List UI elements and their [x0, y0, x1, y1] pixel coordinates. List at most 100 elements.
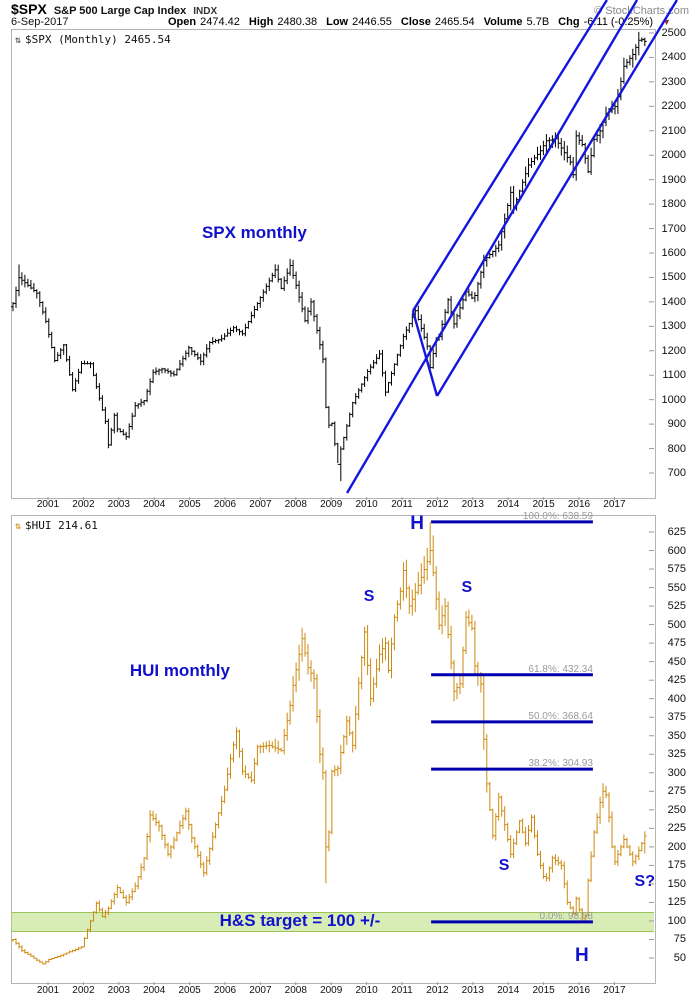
updown-arrows-icon: ⇅	[15, 521, 22, 532]
y-axis-label: 2300	[661, 75, 686, 88]
x-axis-year-label: 2006	[213, 499, 237, 510]
y-axis-label: 800	[667, 442, 686, 455]
x-axis-year-label: 2012	[426, 985, 449, 996]
x-axis-year-label: 2004	[143, 985, 166, 996]
chart-annotation: S	[498, 857, 510, 875]
fib-level-label: 100.0%: 638.59	[522, 510, 593, 522]
chart-annotation: H	[410, 512, 424, 534]
y-axis-label: 900	[667, 418, 686, 431]
x-axis-year-label: 2008	[284, 985, 307, 996]
quote-low-value: 2446.55	[352, 16, 392, 28]
index-name: S&P 500 Large Cap Index	[53, 5, 187, 17]
y-axis-label: 2500	[661, 27, 686, 39]
x-axis-year-label: 2010	[355, 499, 378, 510]
x-axis-year-label: 2017	[603, 499, 626, 510]
hui-legend: ⇅ $HUI 214.61	[15, 519, 98, 532]
quote-chg-value: -6.11 (-0.25%)	[583, 16, 654, 28]
y-axis-label: 2100	[661, 124, 686, 137]
chart-annotation: SPX monthly	[201, 222, 307, 242]
y-axis-label: 2400	[661, 51, 686, 64]
hui-legend-label: $HUI 214.61	[25, 519, 98, 532]
y-axis-label: 1100	[662, 369, 686, 382]
quote-strip: Open 2474.42 High 2480.38 Low 2446.55 Close 246…	[168, 16, 671, 28]
x-axis-year-label: 2015	[532, 499, 555, 510]
x-axis-year-label: 2001	[36, 499, 60, 510]
quote-chg-label: Chg	[558, 16, 580, 28]
x-axis-year-label: 2008	[284, 499, 307, 510]
x-axis-year-label: 2016	[567, 499, 591, 510]
spx-legend-label: $SPX (Monthly) 2465.54	[25, 33, 171, 46]
quote-high-label: High	[248, 16, 274, 28]
x-axis-year-label: 2005	[178, 985, 201, 996]
y-axis-label: 1600	[661, 246, 686, 259]
y-axis-label: 200	[667, 840, 686, 853]
x-axis-year-label: 2013	[461, 985, 484, 996]
quote-close-label: Close	[400, 16, 431, 28]
fib-level-label: 0.0%: 98.68	[539, 910, 593, 922]
chart-annotation: S	[363, 588, 375, 606]
y-axis-label: 75	[673, 933, 686, 946]
fib-level-label: 38.2%: 304.93	[528, 758, 593, 770]
x-axis-year-label: 2011	[391, 985, 413, 996]
x-axis-year-label: 2001	[36, 985, 60, 996]
fib-level-label: 61.8%: 432.34	[528, 663, 593, 675]
y-axis-label: 1000	[661, 393, 686, 406]
y-axis-label: 1400	[661, 295, 686, 308]
title-row: $SPX S&P 500 Large Cap Index INDX © Stoc…	[11, 1, 689, 17]
y-axis-label: 50	[673, 952, 686, 964]
x-axis-year-label: 2003	[107, 499, 130, 510]
y-axis-label: 525	[667, 600, 686, 613]
y-axis-label: 2000	[661, 149, 686, 162]
y-axis-label: 225	[667, 822, 686, 835]
y-axis-label: 700	[667, 466, 686, 479]
chg-direction-arrow[interactable]: ▼	[662, 17, 671, 27]
y-axis-label: 250	[667, 803, 686, 816]
y-axis-label: 1500	[661, 271, 686, 284]
y-axis-label: 575	[667, 563, 686, 576]
updown-arrows-icon: ⇅	[15, 35, 22, 46]
x-axis-year-label: 2013	[461, 499, 484, 510]
x-axis-year-label: 2006	[213, 985, 237, 996]
chart-annotation: H	[575, 944, 589, 966]
x-axis-year-label: 2007	[249, 985, 272, 996]
quote-open-label: Open	[168, 16, 197, 28]
y-axis-label: 450	[667, 655, 686, 668]
x-axis-year-label: 2017	[603, 985, 626, 996]
x-axis-year-label: 2016	[567, 985, 591, 996]
y-axis-label: 350	[667, 729, 686, 742]
y-axis-label: 150	[667, 877, 686, 890]
y-axis-label: 2200	[661, 100, 686, 113]
quote-open-value: 2474.42	[200, 16, 240, 28]
x-axis-year-label: 2010	[355, 985, 378, 996]
y-axis-label: 125	[667, 896, 686, 909]
y-axis-label: 325	[667, 748, 686, 761]
quote-close-value: 2465.54	[434, 16, 475, 28]
chart-annotation: S	[461, 579, 473, 597]
y-axis-label: 600	[667, 544, 686, 557]
y-axis-label: 1200	[661, 344, 686, 357]
date: 6-Sep-2017	[11, 16, 69, 28]
y-axis-label: 625	[667, 526, 686, 538]
y-axis-label: 1900	[661, 173, 686, 186]
x-axis-year-label: 2009	[320, 985, 343, 996]
x-axis-year-label: 2002	[72, 499, 95, 510]
fib-level-label: 50.0%: 368.64	[528, 710, 593, 722]
x-axis-year-label: 2015	[532, 985, 555, 996]
exchange-tag: INDX	[193, 6, 218, 17]
y-axis-label: 175	[667, 859, 686, 872]
y-axis-label: 375	[667, 711, 686, 724]
y-axis-label: 1700	[661, 222, 686, 235]
quote-low-label: Low	[326, 16, 349, 28]
y-axis-label: 475	[667, 637, 686, 650]
quote-high-value: 2480.38	[277, 16, 318, 28]
chart-annotation: H&S target = 100 +/-	[219, 910, 381, 930]
x-axis-year-label: 2014	[497, 985, 520, 996]
spx-legend: ⇅ $SPX (Monthly) 2465.54	[15, 33, 171, 46]
quote-volume-value: 5.7B	[526, 16, 550, 28]
y-axis-label: 1300	[661, 320, 686, 333]
x-axis-year-label: 2002	[72, 985, 95, 996]
symbol: $SPX	[11, 1, 47, 17]
y-axis-label: 400	[667, 692, 686, 705]
chart-annotation: HUI monthly	[129, 660, 230, 680]
x-axis-year-label: 2012	[426, 499, 449, 510]
